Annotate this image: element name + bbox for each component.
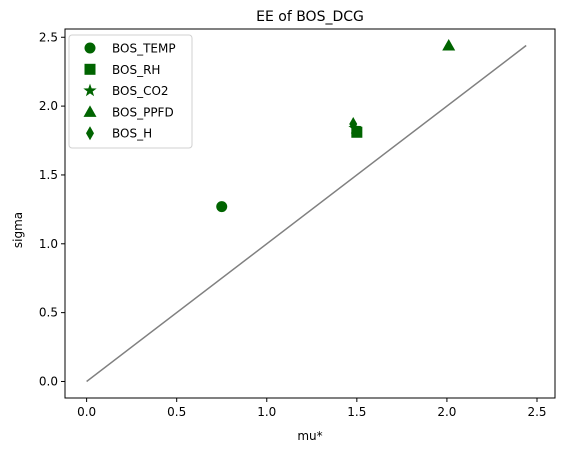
y-axis-label: sigma [11,212,25,248]
plot-area [64,28,556,399]
data-point-bos-ppfd [442,39,456,51]
y-tick-label: 1.5 [39,168,58,182]
legend-label: BOS_RH [112,63,160,77]
x-tick-label: 1.5 [347,405,366,419]
data-point-bos-temp [216,201,228,213]
legend-marker-bos-rh [84,63,96,75]
legend-marker-bos-ppfd [83,105,97,117]
y-axis-ticks: 0.0 0.5 1.0 1.5 2.0 2.5 [39,30,65,388]
legend-label: BOS_TEMP [112,42,176,56]
x-tick-label: 2.5 [527,405,546,419]
legend-label: BOS_PPFD [112,105,174,119]
y-tick-label: 1.0 [39,237,58,251]
y-tick-label: 0.5 [39,306,58,320]
legend-box [68,34,193,149]
y-tick-label: 2.0 [39,99,58,113]
chart-title: EE of BOS_DCG [256,9,364,25]
data-point-bos-h [349,117,358,132]
axes-frame [64,28,556,399]
legend-marker-bos-h [86,126,94,141]
data-point-bos-rh [351,126,363,138]
x-tick-label: 2.0 [437,405,456,419]
y-tick-label: 0.0 [39,374,58,388]
legend-label: BOS_H [112,127,152,141]
x-tick-label: 0.5 [167,405,186,419]
legend-marker-bos-temp [84,42,96,54]
x-tick-label: 0.0 [77,405,96,419]
legend-marker-bos-co2 [83,83,97,97]
legend: BOS_TEMP BOS_RH BOS_CO2 BOS_PPFD BOS_H [68,34,193,149]
x-axis-label: mu* [297,429,322,443]
x-tick-label: 1.0 [257,405,276,419]
y-tick-label: 2.5 [39,30,58,44]
legend-label: BOS_CO2 [112,84,169,98]
x-axis-ticks: 0.0 0.5 1.0 1.5 2.0 2.5 [77,398,547,419]
reference-line [86,44,527,383]
